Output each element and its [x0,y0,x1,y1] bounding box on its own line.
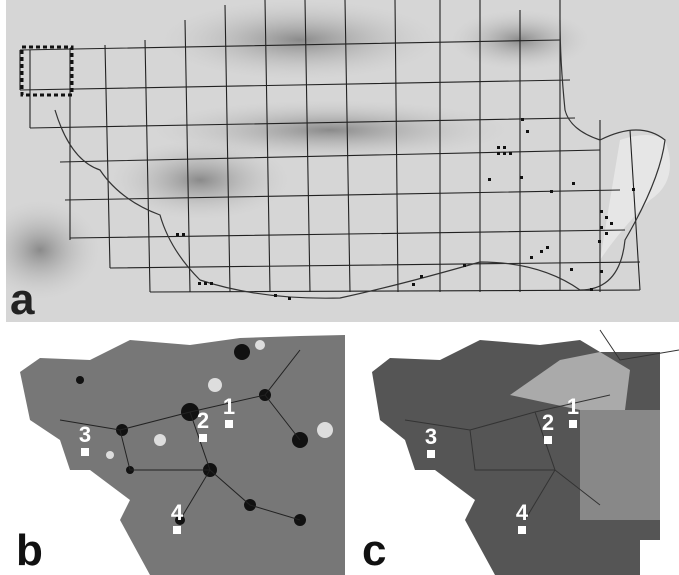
imagery-tile [580,410,660,520]
site-label: 1 [223,394,235,419]
panel-label: a [10,275,35,324]
site-label: 1 [567,394,579,419]
site-marker [225,420,233,428]
site-label: 3 [425,424,437,449]
site-marker [173,526,181,534]
panel-c: c [362,330,679,575]
site-label: 4 [516,500,529,525]
panel-label: b [16,526,43,575]
site-marker [427,450,435,458]
site-label: 3 [79,422,91,447]
territory [20,335,345,575]
site-label: 4 [171,500,184,525]
site-label: 2 [542,410,554,435]
site-marker [518,526,526,534]
panel-label: c [362,526,386,575]
site-marker [81,448,89,456]
page: {"panels": [ {"label": "a"}, {"label": "… [0,0,679,575]
figure: a b c 12341234 [0,0,679,575]
relief [110,140,290,220]
panel-a: a [0,0,679,324]
relief [160,0,440,80]
site-marker [569,420,577,428]
site-marker [544,436,552,444]
site-marker [199,434,207,442]
panel-b: b [16,335,345,575]
site-label: 2 [197,408,209,433]
